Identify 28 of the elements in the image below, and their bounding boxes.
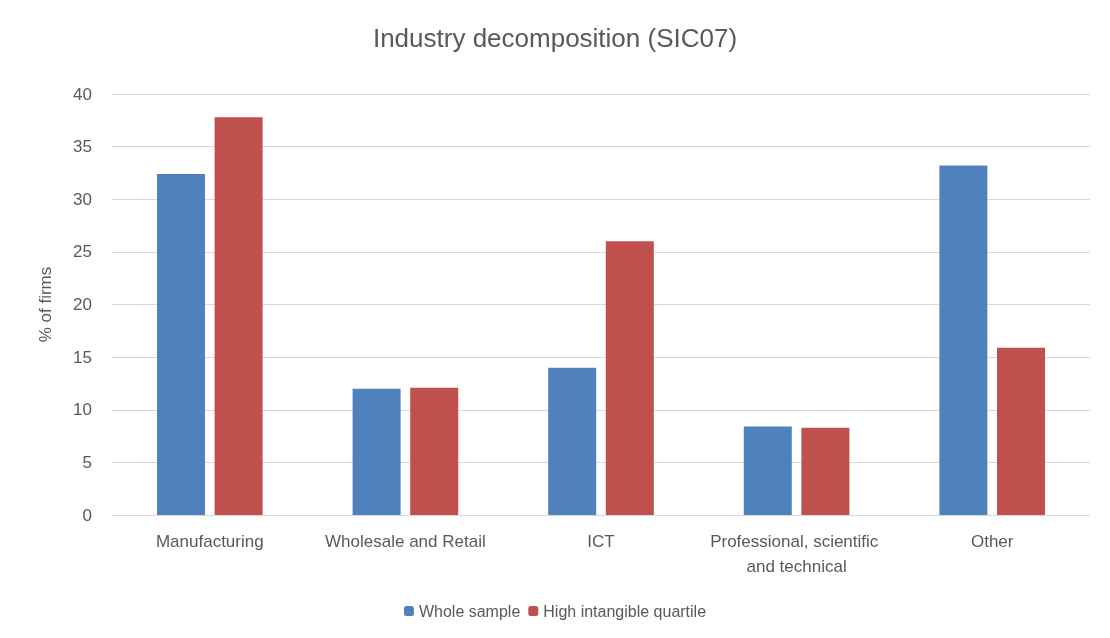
- y-tick-label: 15: [73, 347, 92, 367]
- x-tick-label: Wholesale and Retail: [325, 532, 486, 551]
- bar: [605, 241, 654, 515]
- y-tick-label: 40: [73, 84, 92, 104]
- x-tick-label: Manufacturing: [155, 532, 264, 551]
- bar: [801, 427, 850, 515]
- bar: [156, 173, 205, 515]
- bar: [743, 426, 792, 515]
- y-axis-title: % of firms: [36, 266, 55, 343]
- y-tick-label: 0: [82, 505, 92, 525]
- chart-title: Industry decomposition (SIC07): [372, 23, 738, 53]
- bar: [352, 388, 401, 515]
- y-tick-label: 20: [73, 295, 92, 314]
- y-tick-label: 10: [73, 400, 92, 420]
- x-tick-label: Professional, scientific and technical: [710, 532, 884, 576]
- bar: [214, 117, 263, 515]
- bar: [997, 347, 1046, 515]
- bar: [939, 165, 988, 515]
- bar: [410, 387, 459, 515]
- legend-label: High intangible quartile: [543, 602, 707, 620]
- x-tick-label: Other: [970, 532, 1014, 551]
- y-tick-label: 25: [73, 242, 92, 262]
- y-tick-label: 30: [73, 189, 92, 209]
- y-tick-label: 35: [73, 137, 92, 157]
- legend-label: Whole sample: [418, 602, 521, 620]
- y-tick-label: 5: [82, 452, 92, 472]
- x-tick-label: ICT: [587, 532, 615, 551]
- bar: [548, 367, 597, 515]
